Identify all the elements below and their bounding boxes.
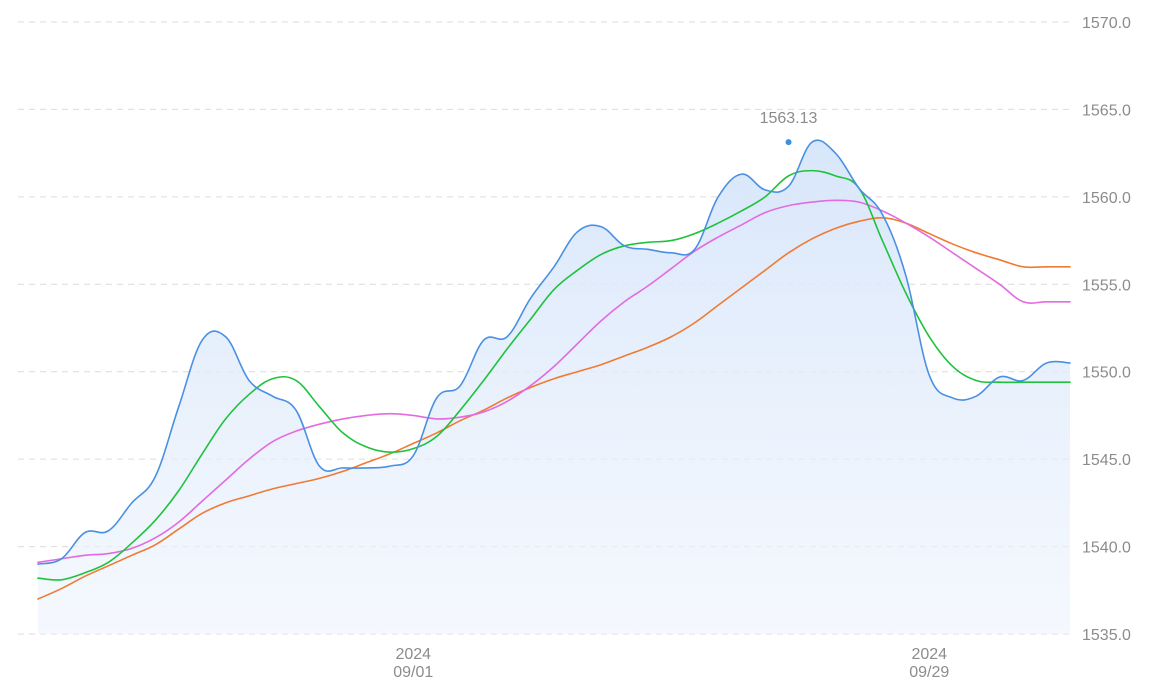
y-tick-label: 1555.0 <box>1082 277 1131 294</box>
series-line <box>37 169 1071 581</box>
peak-point <box>784 138 793 147</box>
x-tick-year: 2024 <box>911 646 947 663</box>
peak-label: 1563.13 <box>760 110 818 127</box>
y-tick-label: 1550.0 <box>1082 365 1131 382</box>
y-tick-label: 1540.0 <box>1082 540 1131 557</box>
y-tick-label: 1565.0 <box>1082 102 1131 119</box>
y-tick-label: 1560.0 <box>1082 190 1131 207</box>
y-tick-label: 1545.0 <box>1082 452 1131 469</box>
peak-marker: 1563.13 <box>760 110 818 147</box>
series-line <box>37 199 1071 564</box>
x-tick-date: 09/29 <box>909 664 949 681</box>
series-line <box>37 217 1071 600</box>
series-area <box>38 140 1070 634</box>
series-lines <box>37 139 1071 600</box>
y-tick-label: 1570.0 <box>1082 15 1131 32</box>
y-axis: 1570.0 1565.0 1560.0 1555.0 1550.0 1545.0 1540… <box>1082 15 1131 644</box>
y-tick-label: 1535.0 <box>1082 627 1131 644</box>
x-tick-year: 2024 <box>395 646 431 663</box>
series-line <box>37 139 1071 565</box>
x-tick-date: 09/01 <box>393 664 433 681</box>
series-area-fill <box>38 140 1070 634</box>
